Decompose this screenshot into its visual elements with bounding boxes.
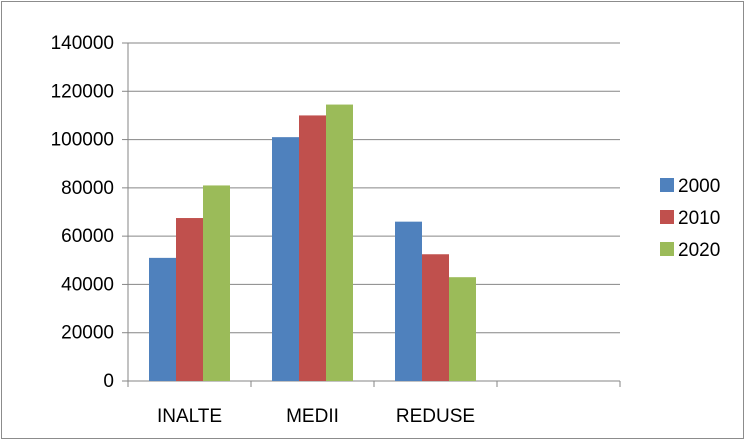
bar-medii-2020: [326, 104, 353, 382]
y-tick-label: 40000: [61, 274, 114, 295]
x-tick-label: REDUSE: [396, 406, 475, 427]
y-tick-label: 100000: [51, 130, 114, 151]
x-tick-label: INALTE: [157, 406, 222, 427]
legend-label-2000: 2000: [678, 176, 720, 197]
bar-reduse-2010: [422, 254, 449, 381]
legend-swatch-2010: [660, 210, 674, 224]
bar-medii-2000: [272, 137, 299, 381]
y-tick-labels: 0 20000 40000 60000 80000 100000 120000 140000: [51, 33, 114, 392]
legend-swatch-2020: [660, 242, 674, 256]
legend-label-2020: 2020: [678, 240, 720, 261]
x-tick-labels: INALTE MEDII REDUSE: [157, 406, 475, 427]
bar-inalte-2000: [149, 257, 176, 381]
bar-inalte-2010: [176, 218, 203, 381]
y-tick-label: 120000: [51, 81, 114, 102]
x-tick-label: MEDII: [286, 406, 339, 427]
bar-reduse-2000: [395, 221, 422, 381]
legend-swatch-2000: [660, 178, 674, 192]
y-tick-label: 0: [103, 371, 114, 392]
y-tick-label: 60000: [61, 226, 114, 247]
y-tick-label: 140000: [51, 33, 114, 54]
y-tick-label: 80000: [61, 178, 114, 199]
bar-inalte-2020: [203, 185, 230, 381]
bars: [149, 104, 476, 382]
bar-medii-2010: [299, 115, 326, 381]
legend-label-2010: 2010: [678, 208, 720, 229]
legend: 2000 2010 2020: [660, 176, 720, 261]
y-tick-label: 20000: [61, 323, 114, 344]
bar-reduse-2020: [449, 277, 476, 381]
